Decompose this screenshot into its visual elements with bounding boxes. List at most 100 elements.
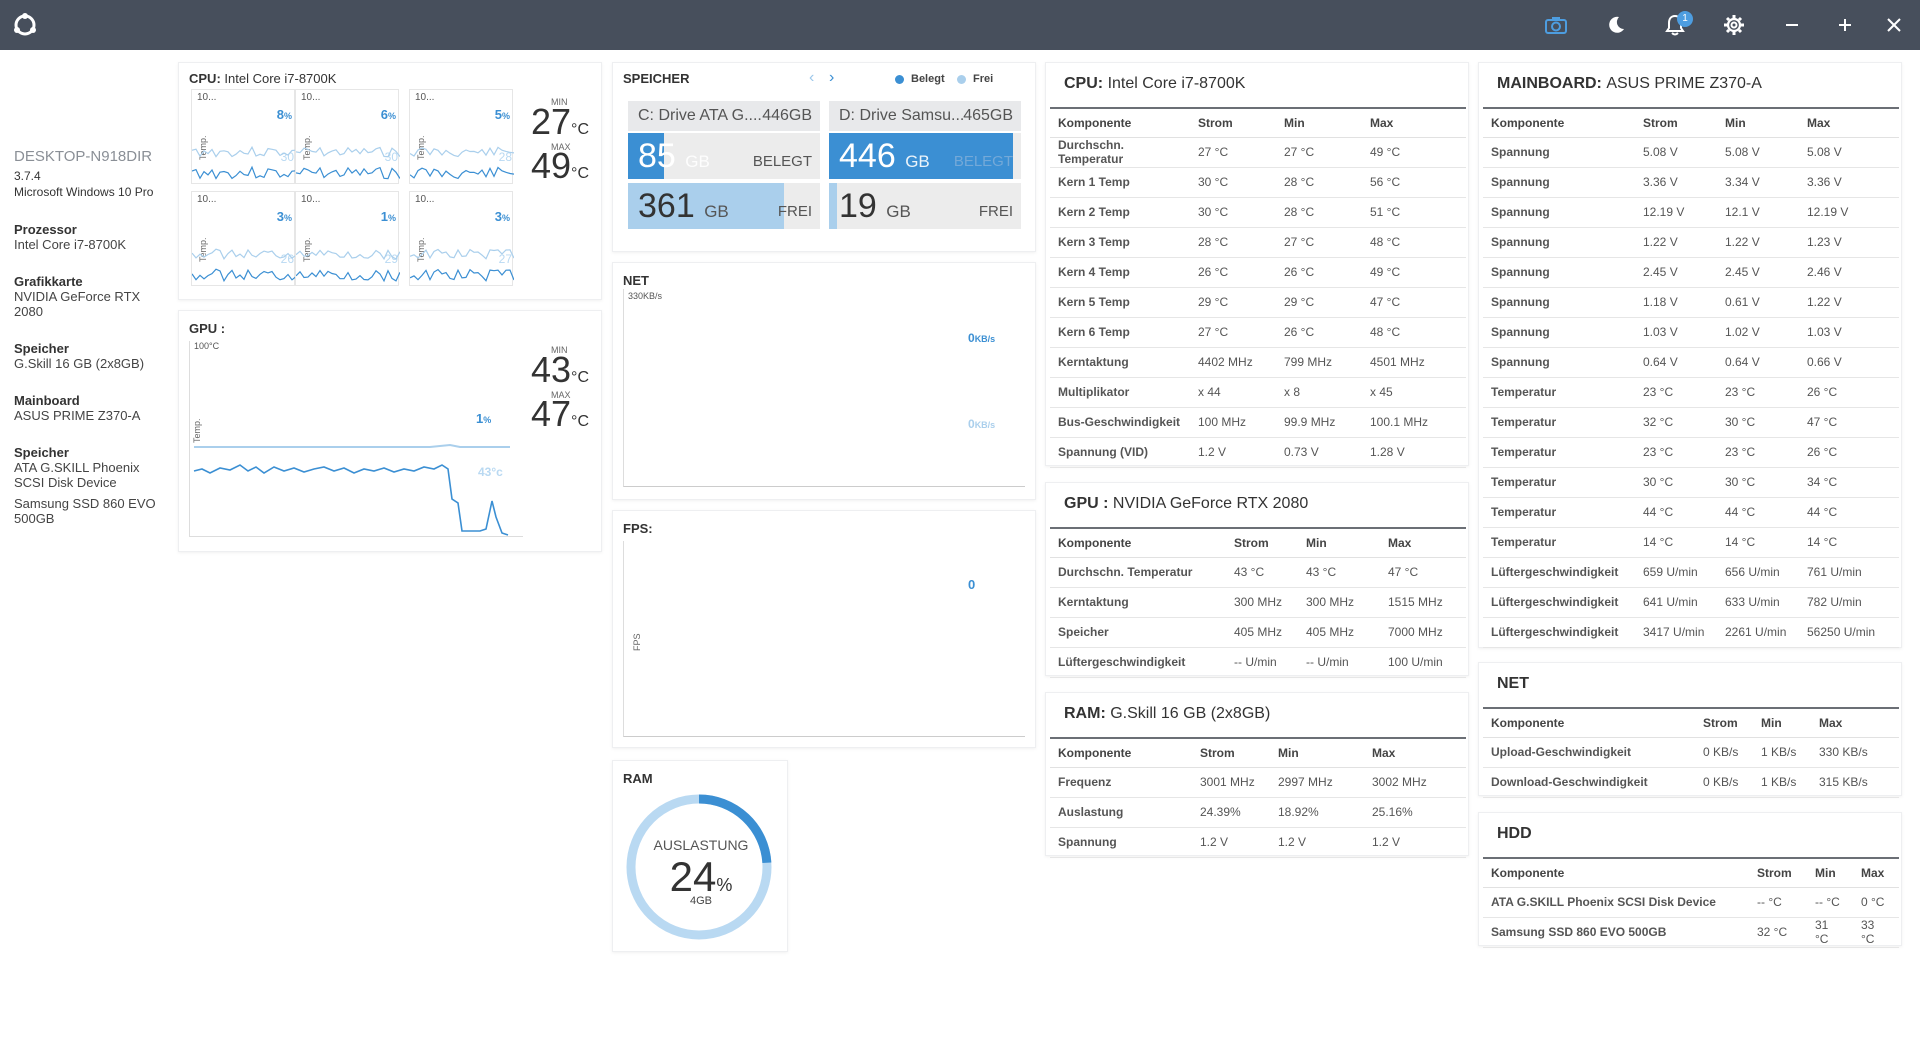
cell-value: 2261 U/min [1717,617,1799,648]
column-header: Strom [1749,857,1807,888]
table-row: Spannung 12.19 V 12.1 V 12.19 V [1483,197,1899,228]
table-row: Lüftergeschwindigkeit -- U/min -- U/min 100… [1050,647,1466,678]
drive-c-header: C: Drive ATA G.... 446GB [628,101,820,131]
column-header: Max [1811,707,1899,738]
core-label: 10... [415,194,435,205]
ram-gauge-sub: 4GB [689,895,712,907]
legend-free-dot-icon [957,75,966,84]
cell-value: 12.1 V [1717,197,1799,228]
gpu-card-title: GPU : [189,321,226,336]
table-row: Durchschn. Temperatur 43 °C 43 °C 47 °C [1050,557,1466,588]
mainboard-table: Komponente Strom Min Max Spannung 5.08 V 5.08 … [1483,107,1899,648]
cell-value: 1.22 V [1799,287,1899,318]
gpu-max-temp: 47°C [531,393,589,434]
fps-graph-axis: FPS [632,633,642,651]
ram-gauge-label: AUSLASTUNG [653,837,749,853]
cpu-table-card: CPU: Intel Core i7-8700K Komponente Strom… [1045,62,1469,468]
gpu-ghost-temp: 43°c [478,465,503,479]
cell-value: 43 °C [1298,557,1380,588]
row-label: Frequenz [1050,767,1192,798]
row-label: Durchschn. Temperatur [1050,137,1190,168]
hdd-table-title: HDD [1497,825,1532,842]
row-label: Spannung [1050,827,1192,858]
cell-value: 1.03 V [1799,317,1899,348]
column-header: Strom [1226,527,1298,558]
table-row: Upload-Geschwindigkeit 0 KB/s 1 KB/s 330 KB… [1483,737,1899,768]
column-header: Min [1753,707,1811,738]
column-header: Max [1853,857,1899,888]
cell-value: 26 °C [1799,377,1899,408]
camera-icon[interactable] [1538,8,1574,42]
table-header-row: Komponente Strom Min Max [1483,857,1899,888]
minimize-icon[interactable] [1774,8,1810,42]
column-header: Strom [1695,707,1753,738]
cell-value: 18.92% [1270,797,1364,828]
cell-value: 656 U/min [1717,557,1799,588]
cell-value: 761 U/min [1799,557,1899,588]
cpu-table: Komponente Strom Min Max Durchschn. Temperat… [1050,107,1466,468]
cell-value: 100 MHz [1190,407,1276,438]
row-label: Spannung [1483,257,1635,288]
column-header: Max [1364,737,1466,768]
table-row: Spannung 1.2 V 1.2 V 1.2 V [1050,827,1466,858]
plus-icon[interactable] [1827,8,1863,42]
cell-value: 3002 MHz [1364,767,1466,798]
core-load-line [296,269,400,283]
drive-d-size: 465GB [963,107,1013,124]
row-label: Kerntaktung [1050,347,1190,378]
cell-value: 4501 MHz [1362,347,1466,378]
table-row: Spannung 1.22 V 1.22 V 1.23 V [1483,227,1899,258]
cell-value: 29 °C [1276,287,1362,318]
cell-value: x 8 [1276,377,1362,408]
net-graph: 330KB/s 0KB/s 0KB/s [623,289,1025,487]
gpu-min-label: MIN [551,345,568,355]
table-row: Spannung (VID) 1.2 V 0.73 V 1.28 V [1050,437,1466,468]
hostname: DESKTOP-N918DIR [14,148,153,165]
cell-value: -- °C [1749,887,1807,918]
table-row: Spannung 3.36 V 3.34 V 3.36 V [1483,167,1899,198]
cell-value: 27 °C [1190,137,1276,168]
column-header: Strom [1190,107,1276,138]
cell-value: 14 °C [1799,527,1899,558]
cell-value: 56 °C [1362,167,1466,198]
next-drive-chevron-icon[interactable]: › [829,69,835,86]
sidebar-value-graphics: NVIDIA GeForce RTX 2080 [14,289,141,319]
cell-value: 3001 MHz [1192,767,1270,798]
drive-c-used-fill [628,133,665,179]
cell-value: 26 °C [1276,317,1362,348]
cell-value: 30 °C [1190,167,1276,198]
column-header: Min [1717,107,1799,138]
cell-value: 1 KB/s [1753,767,1811,798]
table-header-row: Komponente Strom Min Max [1483,107,1899,138]
cell-value: 1.22 V [1717,227,1799,258]
net-card-title: NET [623,273,649,288]
prev-drive-chevron-icon[interactable]: ‹ [809,69,815,86]
column-header: Max [1799,107,1899,138]
row-label: Upload-Geschwindigkeit [1483,737,1695,768]
gear-icon[interactable] [1716,8,1752,42]
moon-icon[interactable] [1598,8,1634,42]
fps-card: FPS: FPS 0 [612,510,1036,748]
cell-value: 48 °C [1362,227,1466,258]
drive-c-free-bar: 361 GB FREI [628,183,820,229]
cell-value: 23 °C [1717,437,1799,468]
cell-value: -- °C [1807,887,1853,918]
table-row: Temperatur 23 °C 23 °C 26 °C [1483,377,1899,408]
net-download-value: 0KB/s [968,417,996,431]
table-row: Durchschn. Temperatur 27 °C 27 °C 49 °C [1050,137,1466,168]
storage-card: SPEICHER ‹ › Belegt Frei C: Drive ATA G.… [612,62,1036,252]
row-label: Spannung [1483,197,1635,228]
close-icon[interactable] [1876,8,1912,42]
bell-icon[interactable]: 1 [1657,8,1693,42]
drive-d-used-value: 446 GB [839,137,930,175]
core-sparkline [410,146,514,180]
sidebar-value-processor: Intel Core i7-8700K [14,237,127,252]
core-sparkline [410,248,514,282]
row-label: Spannung [1483,137,1635,168]
cell-value: 51 °C [1362,197,1466,228]
cell-value: 47 °C [1799,407,1899,438]
cpu-core-graph: 10... 8% 30 Temp. [191,89,296,184]
hdd-table-card: HDD Komponente Strom Min Max ATA G.SKILL Pho… [1478,812,1902,948]
cell-value: 300 MHz [1226,587,1298,618]
